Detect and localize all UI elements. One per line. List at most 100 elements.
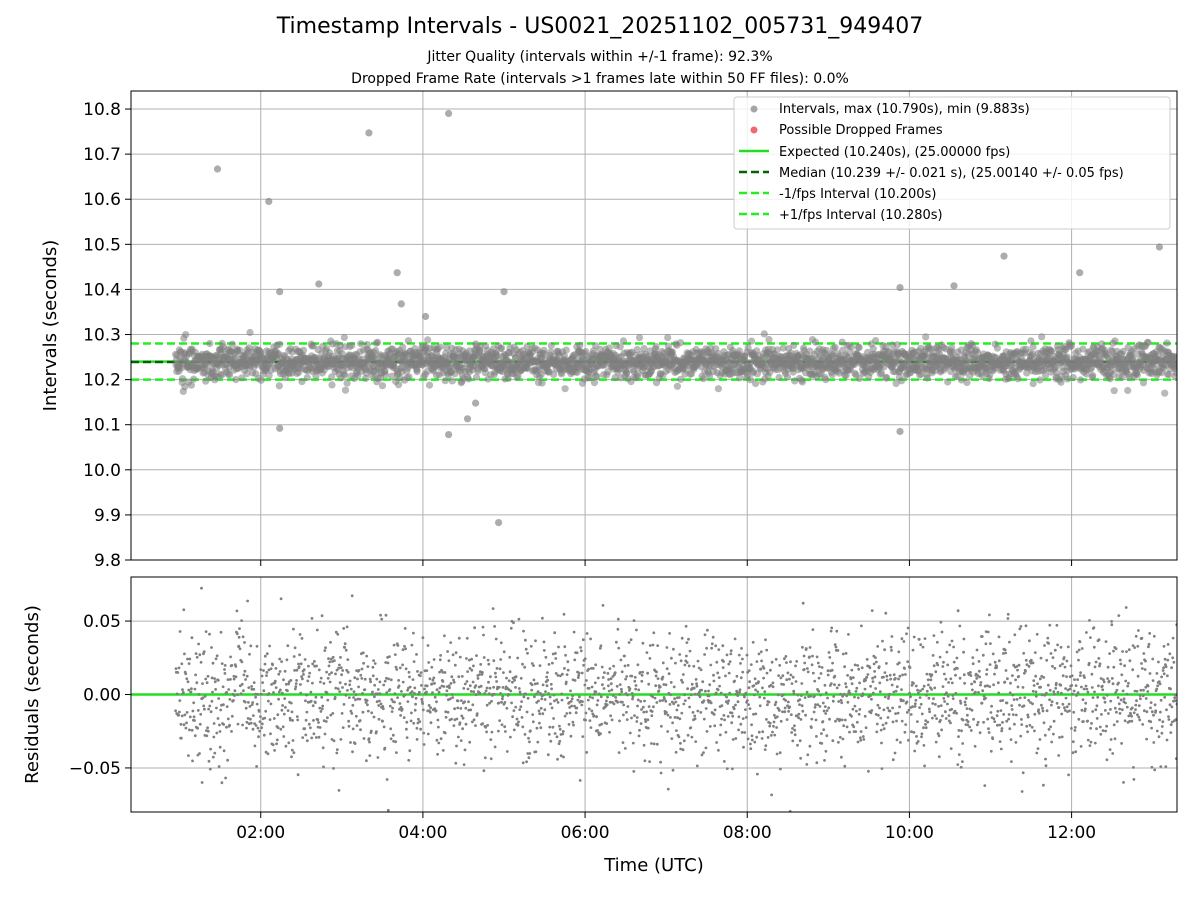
residual-point [816,703,820,706]
residual-point [351,703,355,707]
residual-point [335,751,339,755]
residual-point [646,671,649,675]
residual-point [438,686,442,690]
residual-point [764,638,767,642]
residual-point [687,696,691,700]
residual-point [917,691,920,695]
residual-point [556,757,559,761]
residual-point [757,652,761,656]
residual-point [468,667,472,670]
residual-point [495,667,499,670]
residual-point [554,652,557,655]
residual-point [818,665,821,668]
residual-point [693,714,697,718]
residual-point [342,703,346,706]
residual-point [971,688,974,692]
residual-point [949,721,952,725]
residual-point [650,714,654,718]
interval-point [341,386,350,394]
residual-point [779,676,783,680]
residual-point [209,747,213,751]
interval-point [1027,337,1035,345]
residual-point [685,661,689,664]
residual-point [963,681,966,685]
interval-point [775,373,783,382]
residual-point [868,666,872,670]
residual-point [836,717,839,721]
residual-point [785,661,788,664]
residual-point [561,730,565,733]
residual-point [784,699,787,702]
residual-point [835,629,839,633]
residual-point [834,645,838,649]
residual-point [1046,683,1050,687]
residual-point [1006,612,1010,616]
residual-point [775,715,779,719]
residual-point [1016,668,1019,672]
residual-point [798,703,801,706]
interval-outlier-point [495,519,503,527]
residual-point [338,663,341,667]
residual-point [232,699,235,702]
residual-point [475,654,478,657]
residual-point [583,657,587,661]
residual-point [731,714,735,718]
residual-point [900,688,903,691]
residual-point [185,677,189,681]
residual-point [669,716,672,719]
residual-point [537,709,541,713]
residual-point [714,691,718,695]
residual-point [181,691,185,694]
residual-point [959,699,962,703]
residual-point [419,727,422,731]
residual-point [405,720,409,724]
residual-point [446,710,450,714]
residual-point [1040,703,1043,707]
residual-point [310,736,314,740]
residual-point [701,680,705,684]
residual-point [987,727,990,731]
residual-point [757,680,760,684]
residual-point [928,710,931,714]
residual-point [1001,721,1004,724]
residual-point [912,731,916,734]
residual-point [278,657,282,661]
residual-point [272,691,275,694]
residual-point [969,674,973,677]
residual-point [505,706,509,710]
residual-point [312,719,315,722]
residual-point [886,706,890,710]
residual-point [1026,730,1029,734]
residual-point [419,671,423,674]
residual-point [937,734,941,738]
interval-point [388,372,396,380]
residual-point [530,662,534,665]
residual-point [339,656,342,659]
residual-point [267,692,271,695]
residual-point [837,740,840,744]
residual-point [792,692,796,696]
residual-point [968,707,972,711]
interval-outlier-point [445,109,453,118]
residual-point [855,709,858,713]
residual-point [676,716,679,720]
residual-point [666,787,670,791]
residual-point [730,711,734,715]
residual-point [389,678,393,682]
residual-point [875,730,879,734]
residual-point [481,671,484,674]
interval-point [275,382,283,390]
residual-point [871,691,875,695]
residual-point [716,688,720,692]
residual-point [756,772,759,776]
residual-point [379,613,382,617]
residual-point [612,702,616,706]
residual-point [280,708,284,712]
residual-point [753,740,757,744]
residual-point [385,691,389,695]
residual-point [494,637,498,641]
residual-point [636,663,640,667]
residual-point [228,723,232,727]
residual-point [992,683,995,687]
interval-point [405,373,413,381]
